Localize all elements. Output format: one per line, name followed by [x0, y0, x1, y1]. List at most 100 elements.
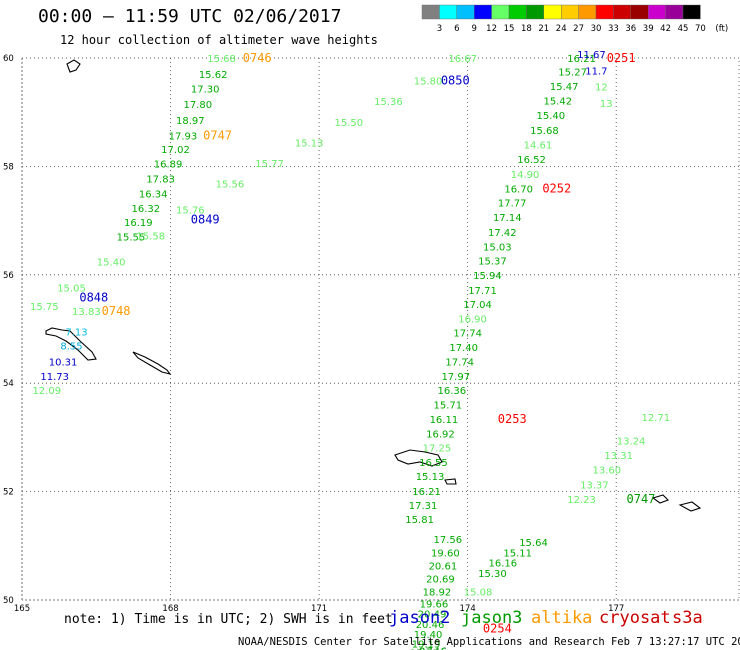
swh-value-label: 15.68 — [530, 126, 559, 137]
swh-value-label: 13.37 — [580, 480, 609, 491]
x-tick-label: 168 — [162, 604, 178, 614]
swh-value-label: 20.46 — [416, 620, 445, 631]
satellite-legend-s3a: s3a — [672, 608, 703, 628]
swh-value-label: 11.67 — [577, 50, 606, 61]
scale-label: 30 — [591, 24, 602, 34]
swh-value-label: 15.11 — [503, 549, 532, 560]
swh-value-label: 17.56 — [434, 535, 463, 546]
coastline — [394, 449, 443, 467]
time-label: 0747 — [627, 492, 656, 506]
swh-value-label: 16.19 — [124, 218, 153, 229]
swh-value-label: 16.32 — [131, 204, 160, 215]
series-jason2: 15.80 15.36 15.50 15.13 15.77 15.56 15.76 15.58… — [30, 50, 613, 313]
swh-value-label: 16.55 — [419, 458, 448, 469]
y-tick-label: 54 — [3, 379, 14, 389]
scale-label: 27 — [573, 24, 584, 34]
swh-value-label: 16.21 — [567, 54, 596, 65]
swh-value-label: 15.68 — [207, 54, 236, 65]
series-jason3-south: 17.56 19.60 20.61 20.69 18.9219.6620.4920.46… — [410, 535, 512, 650]
scale-label: 12 — [486, 24, 497, 34]
swh-value-label: 20.69 — [426, 575, 455, 586]
swh-value-label: 15.77 — [255, 159, 284, 170]
y-tick-label: 50 — [3, 596, 14, 606]
color-scale-legend: 3 6 9 12 15 18 21 24 27 30 33 36 39 42 45 70 (ft) — [421, 4, 728, 34]
swh-value-label: 15.08 — [464, 588, 493, 599]
satellite-legend-jason2: jason2 — [389, 608, 451, 628]
y-tick-label: 60 — [3, 54, 14, 64]
swh-value-label: 17.93 — [169, 131, 198, 142]
scale-label: 18 — [521, 24, 532, 34]
scale-label: 70 — [695, 24, 706, 34]
swh-value-label: 17.30 — [191, 85, 220, 96]
swh-value-label: 15.27 — [558, 67, 587, 78]
swh-value-label: 20.49 — [418, 609, 447, 620]
swh-value-label: 15.75 — [30, 302, 59, 313]
series-s3a-cryosat: 16.67 16.21 15.27 15.47 15.42 15.40 15.68 14.61… — [405, 51, 635, 526]
time-label: 0848 — [79, 290, 108, 304]
swh-value-label: 12.23 — [567, 495, 596, 506]
scale-label: 9 — [471, 24, 476, 34]
swh-value-label: 15.40 — [97, 258, 126, 269]
swh-value-label: 15.13 — [295, 138, 324, 149]
swh-value-label: 18.92 — [423, 588, 452, 599]
swh-value-label: 16.89 — [154, 159, 183, 170]
swh-value-label: 19.66 — [420, 600, 449, 611]
x-tick-label: 174 — [460, 604, 476, 614]
swh-value-label: 15.37 — [478, 257, 507, 268]
swh-value-label: 13.60 — [592, 466, 621, 477]
x-tick-label: 177 — [608, 604, 624, 614]
coastline — [132, 351, 172, 375]
swh-value-label: 15.81 — [405, 515, 434, 526]
swh-value-label: 17.40 — [449, 343, 478, 354]
swh-value-label: 16.11 — [430, 415, 459, 426]
swh-value-label: 17.31 — [409, 501, 438, 512]
time-label: 0850 — [441, 74, 470, 88]
swh-value-label: 13 — [600, 99, 613, 110]
swh-value-label: 16.21 — [412, 487, 441, 498]
swh-value-label: 16.16 — [488, 558, 517, 569]
swh-value-label: 15.36 — [374, 97, 403, 108]
swh-value-label: 17.33 — [410, 648, 439, 650]
swh-value-label: 10.31 — [49, 357, 78, 368]
x-tick-label: 171 — [311, 604, 327, 614]
swh-value-label: 12.09 — [32, 386, 61, 397]
coastline — [444, 478, 457, 485]
swh-value-label: 17.74 — [445, 357, 474, 368]
swh-value-label: 15.13 — [416, 472, 445, 483]
swh-value-label: 15.55 — [117, 233, 146, 244]
footer-note: note: 1) Time is in UTC; 2) SWH is in fe… — [64, 612, 393, 627]
chart-subtitle: 12 hour collection of altimeter wave hei… — [60, 33, 378, 47]
swh-value-label: 15.50 — [334, 118, 363, 129]
coastline — [66, 59, 81, 73]
swh-value-label: 15.80 — [414, 77, 443, 88]
swh-value-label: 15.30 — [478, 569, 507, 580]
swh-value-label: 15.94 — [473, 271, 502, 282]
time-label: 0746 — [243, 51, 272, 65]
swh-value-label: 17.74 — [453, 329, 482, 340]
y-tick-label: 52 — [3, 488, 14, 498]
scale-label: 45 — [678, 24, 689, 34]
swh-value-label: 19.19 — [412, 640, 441, 650]
swh-value-label: 15.05 — [57, 284, 86, 295]
swh-value-label: 15.47 — [550, 82, 579, 93]
scale-label: 33 — [608, 24, 619, 34]
swh-value-label: 17.83 — [146, 175, 175, 186]
swh-value-label: 14.90 — [511, 170, 540, 181]
swh-value-label: 15.62 — [199, 70, 228, 81]
y-tick-label: 58 — [3, 162, 14, 172]
scale-label: 39 — [643, 24, 654, 34]
scale-unit: (ft) — [715, 24, 728, 34]
swh-value-label: 15.56 — [216, 180, 245, 191]
footer-credit: NOAA/NESDIS Center for Satellite Applica… — [238, 636, 740, 648]
swh-value-label: 13.24 — [617, 436, 646, 447]
coastline — [678, 501, 702, 512]
x-tick-label: 165 — [14, 604, 30, 614]
swh-value-label: 16.70 — [504, 184, 533, 195]
scale-label: 15 — [504, 24, 515, 34]
swh-value-label: 17.71 — [468, 286, 497, 297]
satellite-legend-jason3: jason3 — [461, 608, 523, 628]
scale-label: 36 — [625, 24, 636, 34]
time-label: 0748 — [102, 304, 131, 318]
swh-value-label: 13.31 — [604, 451, 633, 462]
